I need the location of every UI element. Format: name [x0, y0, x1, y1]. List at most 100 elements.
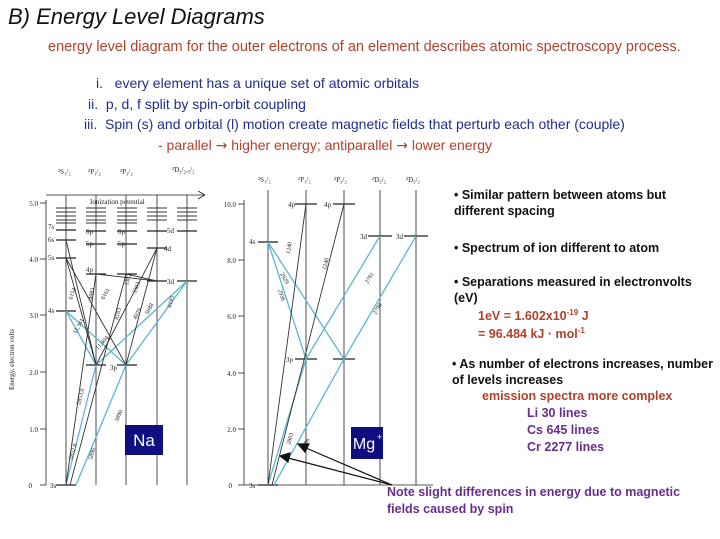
intro-text: energy level diagram for the outer elect…: [48, 39, 681, 55]
ev-joule-unit: J: [578, 309, 589, 324]
svg-text:1240: 1240: [322, 257, 331, 270]
svg-text:8.0: 8.0: [227, 257, 236, 265]
list-number: i.: [96, 75, 103, 91]
svg-text:1.0: 1.0: [29, 426, 38, 434]
svg-text:²P₃/₂: ²P₃/₂: [334, 176, 347, 184]
emission-complexity: emission spectra more complex: [482, 389, 673, 403]
svg-text:Energy, electron volts: Energy, electron volts: [8, 329, 16, 390]
svg-text:3d: 3d: [360, 233, 368, 241]
mg-badge: [351, 427, 383, 459]
line-count-cs: Cs 645 lines: [527, 423, 600, 437]
na-badge: [125, 425, 163, 455]
bullet-ion-spectrum: • Spectrum of ion different to atom: [454, 241, 660, 255]
line-count-cr: Cr 2277 lines: [527, 440, 605, 454]
ev-joule-value: 1eV = 1.602x10: [478, 309, 567, 324]
svg-text:4p: 4p: [86, 266, 94, 274]
list-item: i. every element has a unique set of ato…: [96, 75, 419, 91]
sub-text-parallel: - parallel: [158, 137, 212, 153]
ev-kj-value: = 96.484 kJ · mol: [478, 327, 578, 342]
svg-text:6p: 6p: [86, 228, 94, 236]
svg-text:4p: 4p: [288, 201, 296, 209]
svg-text:2803: 2803: [286, 432, 295, 445]
svg-text:4.0: 4.0: [227, 370, 236, 378]
svg-text:4d: 4d: [164, 245, 172, 253]
svg-text:6.0: 6.0: [227, 313, 236, 321]
svg-text:3p: 3p: [286, 356, 294, 364]
svg-text:Na: Na: [133, 431, 155, 450]
svg-text:6161: 6161: [101, 288, 112, 301]
svg-text:²P₁/₂: ²P₁/₂: [88, 168, 101, 176]
ev-joule-exponent: -19: [566, 308, 579, 317]
svg-text:0: 0: [29, 482, 33, 490]
svg-text:2791: 2791: [365, 272, 376, 285]
list-item: ii. p, d, f split by spin-orbit coupling: [88, 96, 306, 112]
svg-text:3d: 3d: [167, 278, 175, 286]
sub-point: - parallel → higher energy; antiparallel…: [158, 137, 492, 154]
svg-text:2929: 2929: [278, 272, 289, 285]
svg-text:3s: 3s: [249, 482, 256, 490]
svg-text:2.0: 2.0: [227, 426, 236, 434]
svg-text:8183: 8183: [114, 307, 123, 320]
svg-text:²D₅/₂: ²D₅/₂: [406, 176, 421, 184]
svg-text:2936: 2936: [276, 289, 285, 302]
svg-text:5s: 5s: [48, 254, 55, 262]
line-count-li: Li 30 lines: [527, 406, 588, 420]
ev-kj-conversion: = 96.484 kJ · mol-1: [478, 326, 585, 341]
svg-text:4.0: 4.0: [29, 256, 38, 264]
svg-text:3303: 3303: [132, 281, 142, 294]
svg-text:4979: 4979: [132, 308, 143, 321]
svg-text:²P₃/₂: ²P₃/₂: [120, 168, 133, 176]
sub-text-lower: lower energy: [411, 137, 492, 153]
list-text: every element has a unique set of atomic…: [114, 75, 419, 91]
svg-text:4983: 4983: [88, 287, 96, 300]
svg-text:7s: 7s: [48, 223, 55, 231]
svg-text:²D₃/₂,₅/₂: ²D₃/₂,₅/₂: [172, 166, 195, 174]
svg-text:5p: 5p: [118, 240, 126, 248]
right-arrow-icon: →: [215, 138, 228, 154]
svg-text:3.0: 3.0: [29, 312, 38, 320]
svg-text:+: +: [377, 432, 382, 442]
svg-text:5p: 5p: [86, 240, 94, 248]
right-arrow-icon: →: [396, 138, 408, 154]
svg-text:Ionization potential: Ionization potential: [90, 198, 145, 206]
ev-joule-conversion: 1eV = 1.602x10-19 J: [478, 308, 589, 323]
mg-energy-diagram: 0 2.0 4.0 6.0 8.0 10.0 ²S₁/₂ ²P₁/₂ ²P₃/₂…: [224, 176, 433, 490]
svg-text:5896: 5896: [88, 447, 97, 460]
svg-text:3302: 3302: [124, 273, 133, 286]
svg-text:²S₁/₂: ²S₁/₂: [258, 176, 271, 184]
svg-text:5890: 5890: [114, 409, 124, 422]
svg-text:4s: 4s: [249, 238, 256, 246]
svg-text:10.0: 10.0: [224, 201, 237, 209]
svg-text:8195: 8195: [167, 295, 176, 308]
svg-text:3d: 3d: [396, 233, 404, 241]
svg-text:4p: 4p: [324, 201, 332, 209]
ev-kj-exponent: -1: [577, 326, 585, 335]
svg-text:2798: 2798: [373, 303, 384, 316]
list-item: iii. Spin (s) and orbital (l) motion cre…: [84, 116, 625, 132]
page-title: B) Energy Level Diagrams: [8, 4, 265, 29]
na-energy-diagram: 0 1.0 2.0 3.0 4.0 5.0 Energy, electron v…: [8, 166, 206, 490]
svg-text:1240: 1240: [286, 242, 294, 255]
list-number: ii.: [88, 96, 99, 112]
svg-text:2.0: 2.0: [29, 369, 38, 377]
svg-text:5.0: 5.0: [29, 200, 38, 208]
spin-note: Note slight differences in energy due to…: [387, 485, 681, 516]
svg-text:0: 0: [229, 482, 233, 490]
svg-text:²P₁/₂: ²P₁/₂: [298, 176, 311, 184]
svg-text:6154: 6154: [68, 287, 78, 300]
sub-text-higher: higher energy; antiparallel: [231, 137, 393, 153]
list-number: iii.: [84, 116, 98, 132]
svg-text:²S₁/₂: ²S₁/₂: [58, 168, 71, 176]
svg-text:2853.0: 2853.0: [76, 388, 86, 405]
svg-text:Mg: Mg: [353, 436, 375, 453]
svg-text:2852.8: 2852.8: [68, 443, 79, 461]
list-text: p, d, f split by spin-orbit coupling: [105, 96, 306, 112]
svg-text:3s: 3s: [50, 482, 57, 490]
svg-text:5d: 5d: [167, 227, 175, 235]
svg-text:3p: 3p: [110, 364, 118, 372]
svg-text:6p: 6p: [118, 228, 126, 236]
svg-text:4s: 4s: [48, 307, 55, 315]
bullet-electron-count: • As number of electrons increases, numb…: [452, 357, 713, 387]
bullet-similar-pattern: • Similar pattern between atoms but diff…: [454, 188, 667, 218]
svg-text:6s: 6s: [48, 236, 55, 244]
